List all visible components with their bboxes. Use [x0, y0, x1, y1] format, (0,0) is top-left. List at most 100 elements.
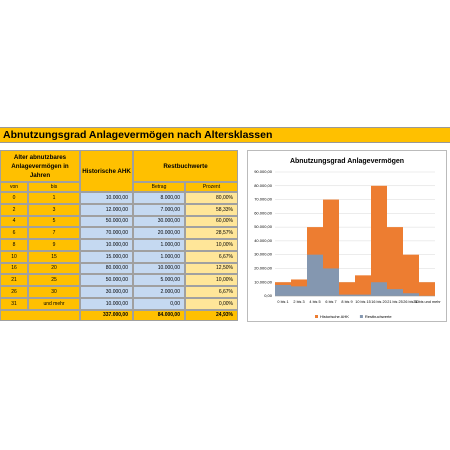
bar	[307, 254, 323, 296]
table-cell: 12,50%	[185, 262, 238, 275]
column-header: Historische AHK	[80, 150, 133, 192]
x-tick-label: 0 bis 1	[277, 300, 288, 304]
table-cell: 15.000,00	[80, 250, 133, 263]
column-header: bis	[28, 182, 80, 192]
table-cell: 15	[28, 250, 80, 263]
table-cell: 6	[0, 227, 28, 239]
x-tick-label: 21 bis 25	[387, 300, 402, 304]
y-tick-label: 80.000,00	[254, 183, 273, 188]
column-header: Prozent	[185, 182, 238, 192]
table-cell: 50.000,00	[80, 215, 133, 228]
legend-swatch	[315, 315, 318, 318]
x-tick-label: 4 bis 5	[309, 300, 320, 304]
total-cell: 24,93%	[185, 309, 238, 322]
bar	[339, 282, 355, 296]
bar	[339, 294, 355, 296]
bar	[387, 227, 403, 296]
group-header: Alter abnutzbares Anlagevermögen in Jahr…	[0, 150, 80, 182]
table-cell: 6,67%	[185, 286, 238, 298]
table-cell: 20	[28, 262, 80, 275]
table-cell: 30.000,00	[80, 286, 133, 298]
column-header: Betrag	[133, 182, 185, 192]
table-cell: 25	[28, 274, 80, 286]
x-tick-label: 26 bis 30	[403, 300, 418, 304]
table-cell: 30	[28, 286, 80, 298]
legend-swatch	[359, 315, 363, 318]
table-cell: 10,00%	[185, 274, 238, 286]
y-tick-label: 10.000,00	[254, 279, 273, 284]
table-cell: 12.000,00	[80, 203, 133, 216]
table-cell: 10,00%	[185, 239, 238, 251]
table-cell: 26	[0, 286, 28, 298]
total-blank	[0, 309, 80, 322]
table-cell: 1.000,00	[133, 250, 185, 263]
x-tick-label: 6 bis 7	[325, 300, 336, 304]
bar	[371, 282, 387, 296]
table-cell: 10.000,00	[80, 192, 133, 204]
table-cell: 0,00%	[185, 297, 238, 310]
bar	[323, 268, 339, 296]
table-cell: 2	[0, 203, 28, 216]
table-cell: 80.000,00	[80, 262, 133, 275]
table-cell: 0,00	[133, 297, 185, 310]
table-cell: 6,67%	[185, 250, 238, 263]
table-cell: 2.000,00	[133, 286, 185, 298]
table-cell: 0	[0, 192, 28, 204]
y-tick-label: 60.000,00	[254, 210, 273, 215]
table-cell: 8.000,00	[133, 192, 185, 204]
table-cell: und mehr	[28, 297, 80, 310]
y-tick-label: 0,00	[264, 293, 273, 298]
table-cell: 10.000,00	[80, 239, 133, 251]
table-cell: 5	[28, 215, 80, 228]
table-cell: 31	[0, 297, 28, 310]
legend-label: Historische AHK	[320, 314, 349, 319]
x-tick-label: 16 bis 20	[371, 300, 386, 304]
bar	[291, 286, 307, 296]
bar	[355, 275, 371, 296]
bar	[275, 284, 291, 296]
x-tick-label: 31 bis und mehr	[413, 300, 441, 304]
table-cell: 58,33%	[185, 203, 238, 216]
bar	[387, 289, 403, 296]
table-cell: 1.000,00	[133, 239, 185, 251]
table-cell: 7	[28, 227, 80, 239]
table-cell: 70.000,00	[80, 227, 133, 239]
y-tick-label: 20.000,00	[254, 266, 273, 271]
table-cell: 10	[0, 250, 28, 263]
table-cell: 20.000,00	[133, 227, 185, 239]
table-cell: 60,00%	[185, 215, 238, 228]
sheet-title: Abnutzungsgrad Anlagevermögen nach Alter…	[0, 127, 450, 143]
column-header: von	[0, 182, 28, 192]
table-cell: 28,57%	[185, 227, 238, 239]
y-tick-label: 40.000,00	[254, 238, 273, 243]
bar	[419, 282, 435, 296]
table-cell: 9	[28, 239, 80, 251]
y-tick-label: 70.000,00	[254, 197, 273, 202]
legend-label: Restbuchwerte	[365, 314, 392, 319]
table-cell: 1	[28, 192, 80, 204]
table-cell: 10.000,00	[133, 262, 185, 275]
table-cell: 3	[28, 203, 80, 216]
table-cell: 16	[0, 262, 28, 275]
column-header: Restbuchwerte	[133, 150, 238, 182]
total-cell: 337.000,00	[80, 309, 133, 322]
bar	[355, 294, 371, 296]
bar	[403, 293, 419, 296]
chart-title: Abnutzungsgrad Anlagevermögen	[290, 158, 404, 165]
total-cell: 84.000,00	[133, 309, 185, 322]
x-tick-label: 2 bis 3	[293, 300, 304, 304]
table-cell: 50.000,00	[80, 274, 133, 286]
y-tick-label: 50.000,00	[254, 224, 273, 229]
x-tick-label: 8 bis 9	[341, 300, 352, 304]
bar	[403, 254, 419, 296]
table-cell: 21	[0, 274, 28, 286]
chart: Abnutzungsgrad Anlagevermögen 0,00 10.000…	[247, 150, 447, 322]
bar	[371, 185, 387, 296]
table-cell: 80,00%	[185, 192, 238, 204]
table-cell: 10.000,00	[80, 297, 133, 310]
table-cell: 5.000,00	[133, 274, 185, 286]
y-tick-label: 90.000,00	[254, 169, 273, 174]
table-cell: 7.000,00	[133, 203, 185, 216]
table-cell: 4	[0, 215, 28, 228]
